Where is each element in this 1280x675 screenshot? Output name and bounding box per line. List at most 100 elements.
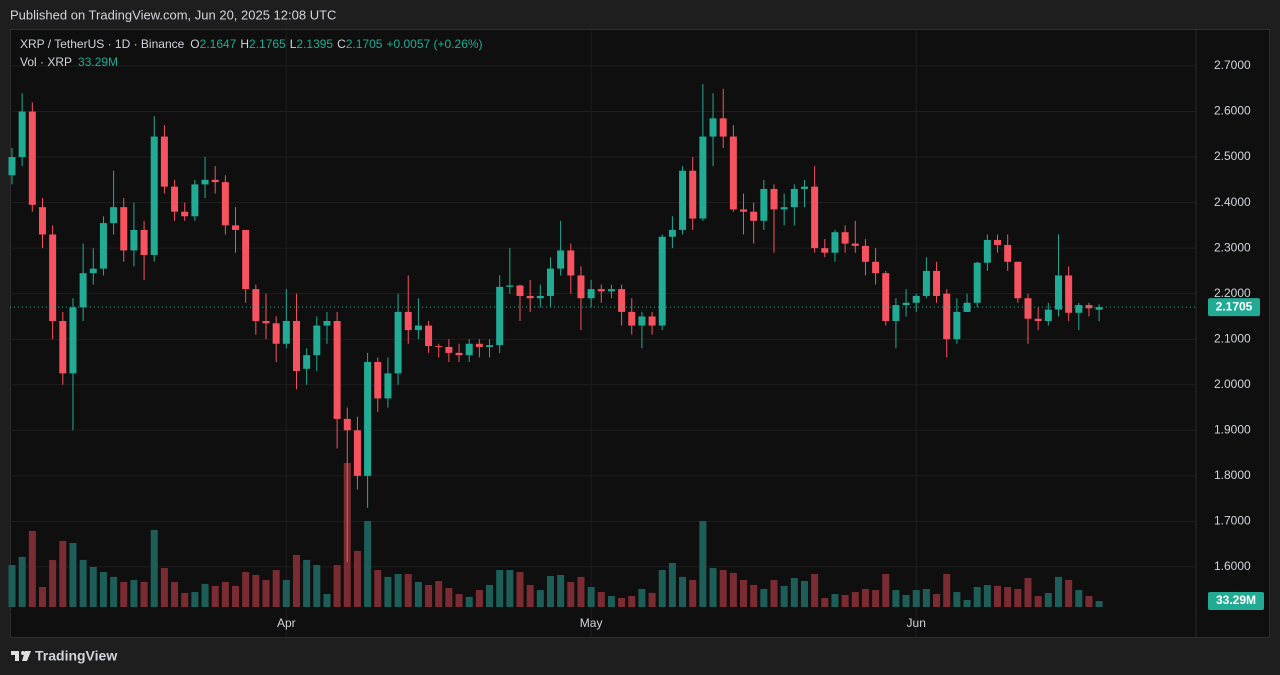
volume-bar [577,576,585,607]
volume-bar [353,550,361,607]
candle-body [780,207,788,210]
candle-body [171,186,179,212]
candle-body [811,186,819,249]
candle-body [689,170,697,219]
candle-body [577,275,585,299]
volume-bar [628,596,636,607]
y-tick-label: 1.7000 [1214,514,1251,528]
volume-bar [313,564,321,607]
volume-bar [252,574,260,607]
candle-body [455,352,463,356]
y-tick-label: 2.7000 [1214,58,1251,72]
candle-body [323,321,331,326]
last-volume-box [1208,591,1264,610]
candle-body [760,188,768,221]
candle-body [841,232,849,244]
volume-bar [587,586,595,607]
candle-body [496,286,504,346]
candle-body [1034,318,1042,322]
volume-bar [191,592,199,607]
volume-bar [770,579,778,607]
candle-body [404,311,412,331]
volume-bar [49,559,57,607]
y-tick-label: 2.5000 [1214,149,1251,163]
candle-body [1044,309,1052,322]
volume-bar [475,590,483,607]
candle-body [536,295,544,299]
volume-bar [404,574,412,607]
volume-bar [28,530,36,607]
candle-body [983,239,991,263]
candle-body [221,182,229,226]
volume-bar [160,568,168,607]
volume-bar [1075,590,1083,607]
candle-body [49,234,57,322]
candle-body [638,316,646,326]
volume-bar [303,559,311,607]
volume-bar [99,572,107,607]
chart-pane [10,29,1270,638]
y-tick-label: 1.6000 [1214,559,1251,573]
volume-bar [536,590,544,607]
volume-bar [394,574,402,607]
volume-bar [861,588,869,607]
volume-bar [1065,579,1073,607]
candle-body [211,179,219,183]
y-tick-label: 2.4000 [1214,195,1251,209]
volume-bar [933,594,941,607]
volume-bar [607,596,615,607]
candle-body [729,136,737,210]
label-layer: 1.6000 1.7000 1.8000 1.9000 2.0000 2.1000 2.20… [277,58,1264,630]
volume-bar [780,585,788,607]
volume-bar [841,594,849,607]
volume-bar [750,585,758,607]
candle-body [679,170,687,230]
volume-bar [455,594,463,607]
candle-body [882,273,890,322]
candle-body [740,209,748,212]
candle-body [872,261,880,274]
volume-bar [374,570,382,607]
candle-body [1085,305,1093,309]
candle-body [191,184,199,217]
candle-body [1054,275,1062,310]
candle-layer [8,84,1196,563]
last-volume-label: 33.29M [1216,593,1256,607]
volume-bar [567,581,575,607]
volume-bar [658,570,666,607]
candle-body [851,243,859,246]
y-tick-label: 2.0000 [1214,377,1251,391]
volume-bar [760,588,768,607]
y-tick-label: 1.8000 [1214,468,1251,482]
volume-bar [912,590,920,607]
volume-bar [333,564,341,607]
candle-body [384,373,392,399]
volume-bar [679,576,687,607]
candle-body [648,316,656,326]
footer-brand: TradingView [35,648,117,664]
candle-body [994,239,1002,245]
volume-bar [506,570,514,607]
candle-body [770,188,778,210]
candle-body [750,211,758,221]
candle-body [110,207,118,224]
volume-bar [557,574,565,607]
candle-body [516,285,524,296]
volume-bar [59,541,67,607]
candle-body [130,229,138,251]
candle-body [486,345,494,347]
volume-bar [364,520,372,607]
volume-bar [943,574,951,607]
candle-body [475,343,483,347]
last-price-label: 2.1705 [1216,299,1253,313]
ohlc-key: C [337,37,346,51]
volume-bar [242,572,250,607]
ohlc-key: H [240,37,249,51]
logo-part [15,651,19,661]
candle-body [99,223,107,269]
candle-body [435,346,443,348]
volume-bar [699,520,707,607]
ohlc-key: L [290,37,297,51]
volume-bar [648,592,656,607]
candle-body [526,295,534,299]
